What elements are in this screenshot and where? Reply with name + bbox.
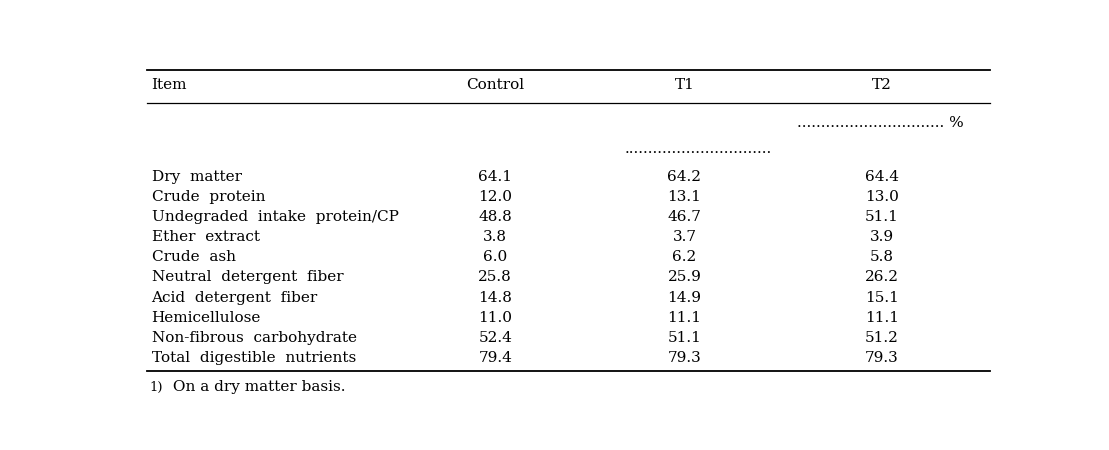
Text: 26.2: 26.2	[865, 270, 899, 284]
Text: 5.8: 5.8	[871, 250, 894, 265]
Text: Undegraded  intake  protein/CP: Undegraded intake protein/CP	[152, 210, 398, 224]
Text: Total  digestible  nutrients: Total digestible nutrients	[152, 351, 356, 365]
Text: 46.7: 46.7	[668, 210, 701, 224]
Text: T2: T2	[872, 78, 892, 92]
Text: 79.4: 79.4	[478, 351, 512, 365]
Text: Ether  extract: Ether extract	[152, 230, 260, 244]
Text: 48.8: 48.8	[478, 210, 512, 224]
Text: 1): 1)	[149, 381, 162, 394]
Text: On a dry matter basis.: On a dry matter basis.	[167, 380, 345, 394]
Text: 3.8: 3.8	[484, 230, 507, 244]
Text: 51.1: 51.1	[668, 331, 701, 345]
Text: 51.1: 51.1	[865, 210, 899, 224]
Text: Dry  matter: Dry matter	[152, 170, 242, 184]
Text: Item: Item	[152, 78, 187, 92]
Text: Crude  protein: Crude protein	[152, 190, 265, 204]
Text: 79.3: 79.3	[668, 351, 701, 365]
Text: 13.1: 13.1	[668, 190, 701, 204]
Text: ...............................: ...............................	[624, 142, 772, 156]
Text: 14.9: 14.9	[668, 291, 701, 305]
Text: Control: Control	[466, 78, 525, 92]
Text: Crude  ash: Crude ash	[152, 250, 235, 265]
Text: 15.1: 15.1	[865, 291, 899, 305]
Text: 6.2: 6.2	[672, 250, 696, 265]
Text: 79.3: 79.3	[865, 351, 899, 365]
Text: 6.0: 6.0	[484, 250, 508, 265]
Text: 13.0: 13.0	[865, 190, 899, 204]
Text: 64.1: 64.1	[478, 170, 512, 184]
Text: 64.4: 64.4	[865, 170, 899, 184]
Text: 52.4: 52.4	[478, 331, 512, 345]
Text: 14.8: 14.8	[478, 291, 512, 305]
Text: 3.7: 3.7	[672, 230, 696, 244]
Text: 25.8: 25.8	[478, 270, 512, 284]
Text: Hemicellulose: Hemicellulose	[152, 310, 261, 325]
Text: 64.2: 64.2	[668, 170, 701, 184]
Text: ............................... %: ............................... %	[797, 116, 964, 130]
Text: 11.1: 11.1	[668, 310, 701, 325]
Text: 25.9: 25.9	[668, 270, 701, 284]
Text: Non-fibrous  carbohydrate: Non-fibrous carbohydrate	[152, 331, 356, 345]
Text: 51.2: 51.2	[865, 331, 899, 345]
Text: 11.1: 11.1	[865, 310, 899, 325]
Text: Neutral  detergent  fiber: Neutral detergent fiber	[152, 270, 343, 284]
Text: 11.0: 11.0	[478, 310, 512, 325]
Text: Acid  detergent  fiber: Acid detergent fiber	[152, 291, 318, 305]
Text: 12.0: 12.0	[478, 190, 512, 204]
Text: 3.9: 3.9	[869, 230, 894, 244]
Text: T1: T1	[674, 78, 694, 92]
